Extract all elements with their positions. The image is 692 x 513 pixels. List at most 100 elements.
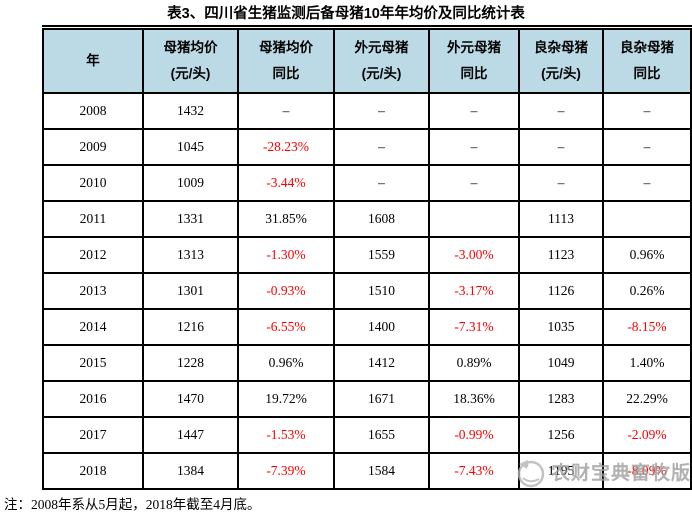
value-cell: 1432 xyxy=(142,92,239,130)
value-cell: -1.30% xyxy=(237,236,335,274)
value-cell: 1113 xyxy=(518,200,604,238)
column-header: 母猪均价 (元/头) xyxy=(142,26,239,94)
value-cell: 1608 xyxy=(333,200,430,238)
table-row: 2015 1228 0.96% 1412 0.89% 1049 1.40% xyxy=(42,344,692,382)
value-cell: 1.40% xyxy=(602,344,692,382)
column-header: 外元母猪 (元/头) xyxy=(333,26,430,94)
value-cell: -1.53% xyxy=(237,416,335,454)
value-cell: -0.93% xyxy=(237,272,335,310)
year-cell: 2015 xyxy=(42,344,144,382)
value-cell: – xyxy=(428,92,520,130)
value-cell: 0.96% xyxy=(237,344,335,382)
column-header-line1: 母猪均价 xyxy=(163,39,218,55)
column-header: 良杂母猪 同比 xyxy=(602,26,692,94)
table-title: 表3、四川省生猪监测后备母猪10年年均价及同比统计表 xyxy=(167,6,525,22)
value-cell: 1655 xyxy=(333,416,430,454)
sow-price-statistics-table: 年母猪均价 (元/头) 母猪均价 同比 外元母猪 (元/头) 外元母猪 同比 良杂母猪 (元/头)… xyxy=(42,25,692,490)
column-header-line1: 良杂母猪 xyxy=(534,39,588,55)
value-cell: -2.09% xyxy=(602,416,692,454)
column-header-line2: (元/头) xyxy=(170,66,211,81)
table-row: 2010 1009 -3.44% – – – – xyxy=(42,164,692,202)
value-cell xyxy=(428,200,520,238)
value-cell: 1216 xyxy=(142,308,239,346)
year-cell: 2011 xyxy=(42,200,144,238)
value-cell: 18.36% xyxy=(428,380,520,418)
value-cell: 1447 xyxy=(142,416,239,454)
column-header: 良杂母猪 (元/头) xyxy=(518,26,604,94)
column-header-line2: (元/头) xyxy=(361,66,402,81)
value-cell: 1123 xyxy=(518,236,604,274)
year-cell: 2008 xyxy=(42,92,144,130)
value-cell: – xyxy=(428,128,520,166)
table-row: 2013 1301 -0.93% 1510 -3.17% 1126 0.26% xyxy=(42,272,692,310)
value-cell: -0.99% xyxy=(428,416,520,454)
table-row: 2018 1384 -7.39% 1584 -7.43% 1195 -8.09% xyxy=(42,452,692,490)
column-header-line1: 良杂母猪 xyxy=(620,39,674,55)
value-cell: -8.09% xyxy=(602,452,692,490)
year-cell: 2018 xyxy=(42,452,144,490)
value-cell: – xyxy=(237,92,335,130)
value-cell: 1412 xyxy=(333,344,430,382)
value-cell: 1331 xyxy=(142,200,239,238)
value-cell: – xyxy=(333,164,430,202)
value-cell: -3.44% xyxy=(237,164,335,202)
value-cell: 1470 xyxy=(142,380,239,418)
value-cell: 1283 xyxy=(518,380,604,418)
column-header-line2: (元/头) xyxy=(541,66,581,81)
column-header-line1: 母猪均价 xyxy=(259,39,313,55)
year-cell: 2016 xyxy=(42,380,144,418)
value-cell: – xyxy=(518,92,604,130)
value-cell: 1256 xyxy=(518,416,604,454)
column-header-line1: 外元母猪 xyxy=(354,39,409,55)
value-cell: 31.85% xyxy=(237,200,335,238)
value-cell: 1228 xyxy=(142,344,239,382)
column-header-line1: 外元母猪 xyxy=(447,39,501,55)
column-header: 年 xyxy=(42,26,144,94)
value-cell: 1671 xyxy=(333,380,430,418)
value-cell: 1400 xyxy=(333,308,430,346)
year-cell: 2013 xyxy=(42,272,144,310)
column-header-line2: 同比 xyxy=(633,66,661,81)
table-row: 2016 1470 19.72% 1671 18.36% 1283 22.29% xyxy=(42,380,692,418)
year-cell: 2012 xyxy=(42,236,144,274)
value-cell: – xyxy=(428,164,520,202)
value-cell: 22.29% xyxy=(602,380,692,418)
value-cell: 1510 xyxy=(333,272,430,310)
column-header-line2: 同比 xyxy=(272,66,300,81)
value-cell: -7.39% xyxy=(237,452,335,490)
year-cell: 2014 xyxy=(42,308,144,346)
value-cell: 1384 xyxy=(142,452,239,490)
table-row: 2011 1331 31.85% 1608 1113 xyxy=(42,200,692,238)
value-cell: – xyxy=(333,92,430,130)
table-row: 2008 1432– – – – – xyxy=(42,92,692,130)
table-row: 2012 1313 -1.30% 1559 -3.00% 1123 0.96% xyxy=(42,236,692,274)
value-cell: -6.55% xyxy=(237,308,335,346)
value-cell: – xyxy=(333,128,430,166)
value-cell: -8.15% xyxy=(602,308,692,346)
value-cell: 0.89% xyxy=(428,344,520,382)
value-cell: 1009 xyxy=(142,164,239,202)
value-cell: – xyxy=(602,128,692,166)
value-cell: – xyxy=(602,164,692,202)
value-cell: 0.26% xyxy=(602,272,692,310)
value-cell: 19.72% xyxy=(237,380,335,418)
column-header: 母猪均价 同比 xyxy=(237,26,335,94)
value-cell: 1045 xyxy=(142,128,239,166)
value-cell: 1126 xyxy=(518,272,604,310)
value-cell: 1559 xyxy=(333,236,430,274)
year-cell: 2010 xyxy=(42,164,144,202)
table-row: 2014 1216 -6.55% 1400 -7.31% 1035 -8.15% xyxy=(42,308,692,346)
value-cell: -3.17% xyxy=(428,272,520,310)
column-header: 外元母猪 同比 xyxy=(428,26,520,94)
value-cell: -7.31% xyxy=(428,308,520,346)
value-cell: 1301 xyxy=(142,272,239,310)
column-header-line1: 年 xyxy=(86,52,100,68)
table-row: 2017 1447 -1.53% 1655 -0.99% 1256 -2.09% xyxy=(42,416,692,454)
value-cell: – xyxy=(518,164,604,202)
value-cell: – xyxy=(602,92,692,130)
value-cell: 1313 xyxy=(142,236,239,274)
year-cell: 2017 xyxy=(42,416,144,454)
footnote: 注：2008年系从5月起，2018年截至4月底。 xyxy=(4,497,261,512)
value-cell: -3.00% xyxy=(428,236,520,274)
column-header-line2: 同比 xyxy=(460,66,488,81)
